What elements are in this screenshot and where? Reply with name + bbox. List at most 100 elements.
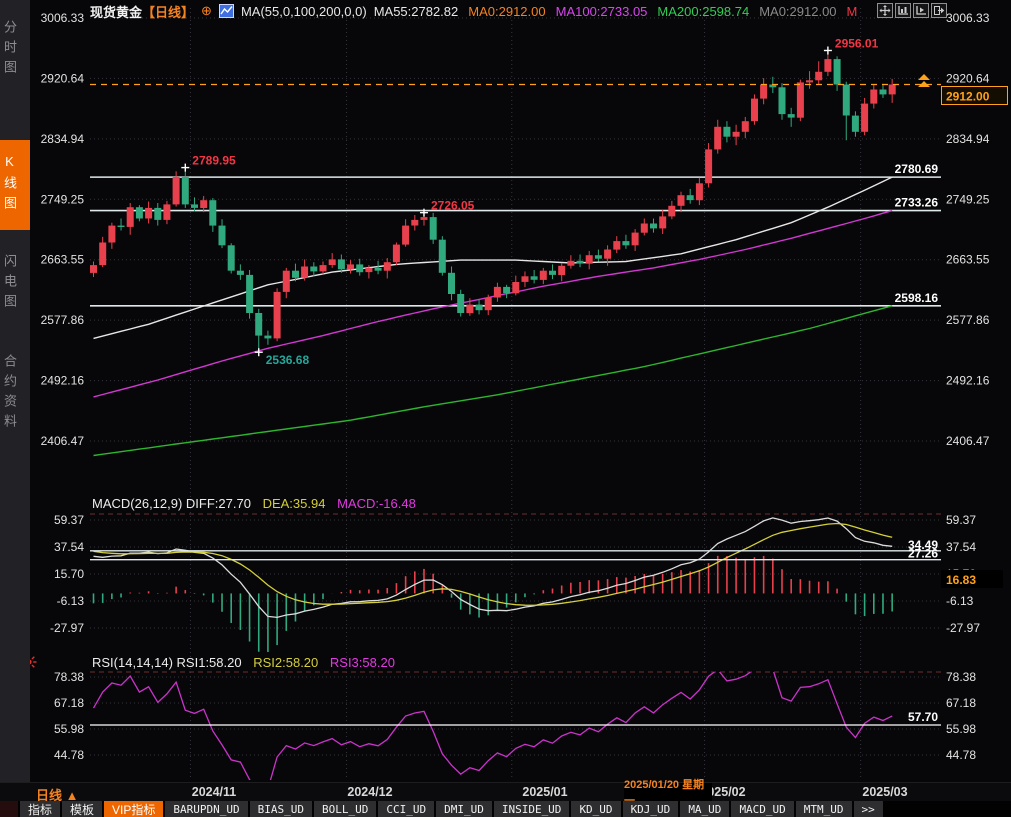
macd-params-diff: MACD(26,12,9) DIFF:27.70 bbox=[92, 496, 251, 511]
svg-text:2780.69: 2780.69 bbox=[895, 162, 939, 176]
price-annotations: 2789.95 2536.68 2726.05 2956.01 bbox=[181, 36, 879, 367]
svg-text:-6.13: -6.13 bbox=[57, 594, 85, 608]
chart-header: 现货黄金 【日线】 ⊕ MA(55,0,100,200,0,0) MA55:278… bbox=[90, 2, 857, 20]
svg-text:44.78: 44.78 bbox=[946, 748, 976, 762]
toolbar-item-5[interactable]: BIAS_UD bbox=[249, 801, 312, 817]
svg-text:67.18: 67.18 bbox=[946, 696, 976, 710]
crosshair-date-badge: 2025/01/20 星期一 bbox=[624, 779, 712, 807]
svg-text:59.37: 59.37 bbox=[946, 513, 976, 527]
rsi3-value: RSI3:58.20 bbox=[329, 655, 395, 670]
axis-scale-icon[interactable] bbox=[895, 3, 911, 18]
toolbar-corner-icon[interactable] bbox=[0, 801, 18, 817]
current-price-line: 2912.00 bbox=[90, 74, 1008, 105]
main-reference-lines: 2780.69 2733.26 2598.16 bbox=[90, 162, 941, 307]
svg-text:2912.00: 2912.00 bbox=[946, 90, 990, 104]
rsi-line bbox=[92, 672, 893, 780]
toolbar-item-14[interactable]: MTM_UD bbox=[795, 801, 852, 817]
svg-text:3006.33: 3006.33 bbox=[946, 11, 990, 25]
MA55-line bbox=[93, 176, 893, 340]
svg-text:2920.64: 2920.64 bbox=[41, 71, 85, 85]
rsi-params-rsi1: RSI(14,14,14) RSI1:58.20 bbox=[92, 655, 242, 670]
svg-text:-27.97: -27.97 bbox=[946, 621, 980, 635]
svg-text:27.26: 27.26 bbox=[908, 547, 938, 561]
toolbar-item-10[interactable]: KD_UD bbox=[571, 801, 621, 817]
svg-text:-27.97: -27.97 bbox=[50, 621, 84, 635]
macd-hist-value: MACD:-16.48 bbox=[337, 496, 416, 511]
date-label-2024-11: 2024/11 bbox=[191, 785, 237, 799]
toolbar-item-9[interactable]: INSIDE_UD bbox=[493, 801, 570, 817]
toolbar-item-8[interactable]: DMI_UD bbox=[436, 801, 492, 817]
date-label-2024-12: 2024/12 bbox=[347, 785, 393, 799]
svg-text:2663.55: 2663.55 bbox=[41, 253, 85, 267]
ma-settings-label: MA(55,0,100,200,0,0) bbox=[240, 3, 367, 19]
rsi-title-row: RSI(14,14,14) RSI1:58.20 RSI2:58.20 RSI3… bbox=[92, 655, 403, 670]
toolbar-item-12[interactable]: MA_UD bbox=[680, 801, 730, 817]
header-ma-value-2: MA0:2912.00 bbox=[468, 3, 546, 19]
header-ma-value-4: MA200:2598.74 bbox=[657, 3, 750, 19]
toolbar-item-13[interactable]: MACD_UD bbox=[731, 801, 794, 817]
svg-text:2598.16: 2598.16 bbox=[895, 291, 939, 305]
price-chart-canvas[interactable]: 3006.33 3006.33 2920.64 2920.64 2834.94 2834.… bbox=[0, 0, 1011, 782]
toolbar-item-7[interactable]: CCI_UD bbox=[378, 801, 435, 817]
svg-text:2920.64: 2920.64 bbox=[946, 71, 990, 85]
candles bbox=[90, 53, 896, 350]
header-ma-value-6: M bbox=[846, 3, 858, 19]
toolbar-item-6[interactable]: BOLL_UD bbox=[313, 801, 377, 817]
add-compare-icon[interactable]: ⊕ bbox=[201, 3, 212, 18]
indicator-toolbar: 指标 模板 VIP指标 BARUPDN_UD BIAS_UD BOLL_UD CCI_UD D… bbox=[0, 801, 1011, 817]
rsi-panel bbox=[92, 672, 893, 780]
svg-text:2492.16: 2492.16 bbox=[41, 374, 85, 388]
svg-text:2577.86: 2577.86 bbox=[41, 313, 85, 327]
toolbar-item-15[interactable]: >> bbox=[853, 801, 883, 817]
MA200-line bbox=[93, 305, 893, 457]
svg-text:55.98: 55.98 bbox=[54, 722, 84, 736]
svg-text:2577.86: 2577.86 bbox=[946, 313, 990, 327]
sidebar-tab-2[interactable]: K线图 bbox=[0, 140, 30, 230]
ma-lines bbox=[93, 176, 893, 457]
svg-text:2834.94: 2834.94 bbox=[946, 132, 990, 146]
chart-tool-buttons bbox=[877, 3, 947, 18]
pan-icon[interactable] bbox=[877, 3, 893, 18]
header-ma-value-1: MA55:2782.82 bbox=[373, 3, 459, 19]
symbol-name: 现货黄金 bbox=[90, 4, 143, 20]
toolbar-item-4[interactable]: BARUPDN_UD bbox=[165, 801, 248, 817]
dea-line bbox=[93, 522, 893, 606]
toolbar-item-11[interactable]: KDJ_UD bbox=[622, 801, 679, 817]
rsi-reference-lines: 57.70 bbox=[90, 710, 941, 726]
svg-text:2956.01: 2956.01 bbox=[835, 36, 879, 50]
period-selector[interactable]: 日线 ▲ bbox=[36, 788, 79, 803]
exit-chart-icon[interactable] bbox=[931, 3, 947, 18]
macd-panel bbox=[92, 517, 893, 652]
svg-text:44.78: 44.78 bbox=[54, 748, 84, 762]
month-gridlines bbox=[189, 8, 862, 780]
date-label-2025-01: 2025/01 bbox=[522, 785, 568, 799]
sidebar-tab-4[interactable]: 合约资料 bbox=[2, 354, 17, 434]
svg-text:55.98: 55.98 bbox=[946, 722, 976, 736]
svg-text:37.54: 37.54 bbox=[946, 540, 976, 554]
sidebar-tab-3[interactable]: 闪电图 bbox=[2, 254, 17, 314]
svg-text:34.49: 34.49 bbox=[908, 538, 938, 552]
period-badge[interactable]: 【日线】 bbox=[142, 4, 195, 20]
toolbar-item-2[interactable]: 模板 bbox=[62, 801, 103, 817]
svg-text:57.70: 57.70 bbox=[908, 710, 938, 724]
toolbar-item-3[interactable]: VIP指标 bbox=[104, 801, 164, 817]
svg-text:2789.95: 2789.95 bbox=[192, 154, 236, 168]
svg-text:67.18: 67.18 bbox=[54, 696, 84, 710]
ma-values-row: MA55:2782.82 MA0:2912.00 MA100:2733.05 MA20… bbox=[374, 4, 858, 19]
macd-title-row: MACD(26,12,9) DIFF:27.70 DEA:35.94 MACD:… bbox=[92, 496, 424, 511]
macd-grid: 59.3759.3737.5437.5415.7015.70-6.13-6.13… bbox=[50, 513, 980, 635]
line-chart-icon[interactable] bbox=[218, 4, 234, 18]
svg-text:59.37: 59.37 bbox=[54, 513, 84, 527]
axis-play-icon[interactable] bbox=[913, 3, 929, 18]
price-up-arrows-icon bbox=[918, 74, 930, 87]
sidebar-tab-1[interactable]: 分时图 bbox=[2, 20, 17, 80]
svg-text:2726.05: 2726.05 bbox=[431, 199, 475, 213]
svg-text:3006.33: 3006.33 bbox=[41, 11, 85, 25]
rsi-grid: 78.38 78.38 67.18 67.18 55.98 55.98 44.78 44.78 bbox=[54, 670, 976, 762]
svg-text:2663.55: 2663.55 bbox=[946, 253, 990, 267]
MA100-line bbox=[93, 209, 893, 398]
toolbar-item-1[interactable]: 指标 bbox=[20, 801, 61, 817]
macd-dea-value: DEA:35.94 bbox=[262, 496, 326, 511]
